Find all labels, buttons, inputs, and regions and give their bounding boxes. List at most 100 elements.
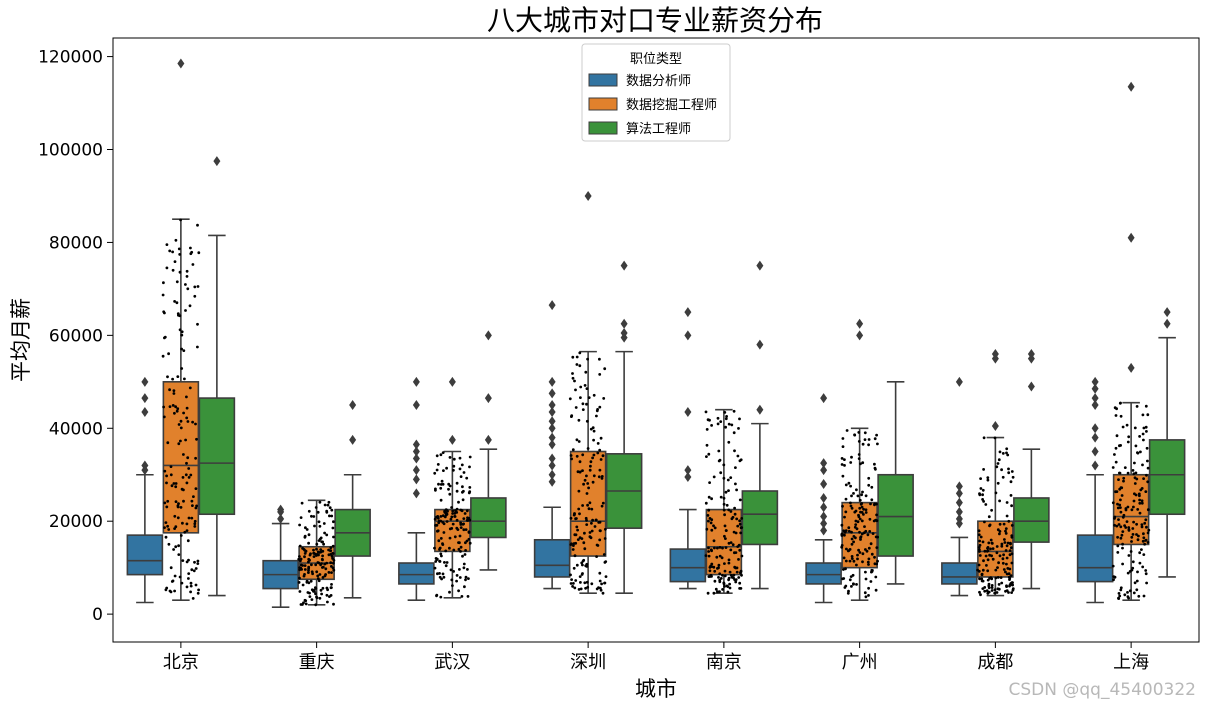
- strip-point: [847, 526, 851, 530]
- strip-point: [571, 585, 574, 588]
- strip-point: [588, 531, 592, 534]
- strip-point: [303, 535, 307, 539]
- strip-point: [868, 530, 872, 533]
- strip-point: [319, 536, 323, 540]
- strip-point: [734, 482, 737, 486]
- strip-point: [873, 462, 876, 466]
- strip-point: [719, 577, 723, 580]
- strip-point: [587, 507, 591, 511]
- strip-point: [461, 498, 465, 502]
- strip-point: [332, 568, 336, 572]
- flier-point: [177, 58, 185, 69]
- strip-point: [570, 578, 573, 581]
- strip-point: [863, 531, 866, 535]
- strip-point: [982, 500, 985, 503]
- strip-point: [179, 426, 183, 430]
- strip-point: [325, 533, 329, 537]
- strip-point: [844, 559, 848, 563]
- flier-point: [820, 518, 828, 529]
- strip-point: [190, 516, 194, 520]
- legend-label: 数据分析师: [626, 74, 691, 89]
- strip-point: [1135, 588, 1139, 592]
- x-tick-label: 深圳: [570, 652, 606, 673]
- strip-point: [324, 573, 327, 576]
- strip-point: [985, 564, 988, 567]
- strip-point: [173, 300, 177, 303]
- strip-point: [438, 559, 441, 563]
- flier-point: [620, 260, 628, 271]
- flier-point: [1027, 348, 1035, 359]
- strip-point: [167, 528, 171, 531]
- strip-point: [978, 493, 982, 497]
- strip-point: [589, 464, 592, 468]
- strip-point: [993, 436, 997, 440]
- strip-point: [716, 422, 720, 426]
- strip-point: [308, 595, 312, 598]
- strip-point: [1134, 444, 1138, 448]
- strip-point: [180, 330, 184, 334]
- strip-point: [317, 520, 321, 524]
- strip-point: [460, 509, 464, 513]
- box-0-1: [262, 504, 299, 608]
- strip-point: [161, 293, 165, 297]
- strip-point: [733, 449, 736, 453]
- strip-point: [707, 550, 710, 553]
- strip-point: [185, 275, 189, 278]
- strip-point: [466, 516, 469, 520]
- strip-point: [468, 486, 472, 489]
- strip-point: [441, 572, 445, 576]
- strip-point: [464, 528, 468, 531]
- strip-point: [843, 464, 846, 467]
- strip-point: [574, 517, 577, 521]
- strip-point: [736, 524, 740, 528]
- strip-point: [1007, 519, 1011, 523]
- strip-point: [329, 586, 333, 590]
- strip-point: [585, 492, 589, 495]
- strip-point: [708, 481, 711, 484]
- strip-point: [599, 588, 603, 592]
- flier-point: [349, 434, 357, 445]
- strip-point: [1010, 524, 1014, 527]
- strip-point: [841, 437, 845, 440]
- strip-point: [715, 555, 719, 559]
- strip-point: [437, 539, 441, 543]
- strip-point: [455, 489, 459, 493]
- strip-point: [189, 252, 193, 256]
- strip-point: [577, 440, 581, 443]
- box-0-5: [805, 393, 842, 604]
- strip-point: [861, 552, 865, 556]
- strip-point: [857, 440, 861, 443]
- strip-point: [191, 420, 195, 424]
- strip-point: [312, 515, 316, 518]
- strip-point: [863, 431, 867, 435]
- strip-point: [721, 573, 724, 577]
- strip-point: [864, 511, 868, 514]
- strip-point: [195, 504, 199, 508]
- strip-point: [331, 544, 335, 548]
- strip-point: [586, 357, 589, 361]
- strip-point: [604, 527, 607, 531]
- strip-point: [1118, 503, 1122, 507]
- strip-point: [1124, 508, 1128, 512]
- flier-point: [1091, 393, 1099, 404]
- strip-point: [569, 573, 572, 577]
- flier-point: [1027, 381, 1035, 392]
- strip-point: [712, 565, 716, 569]
- strip-point: [590, 529, 594, 533]
- strip-point: [998, 522, 1002, 526]
- strip-point: [1009, 494, 1013, 497]
- strip-point: [332, 520, 335, 524]
- strip-point: [571, 372, 574, 375]
- strip-point: [459, 550, 462, 553]
- strip-point: [713, 579, 717, 583]
- strip-point: [740, 517, 744, 520]
- strip-point: [452, 457, 456, 461]
- strip-point: [190, 499, 194, 503]
- strip-point: [581, 563, 584, 567]
- strip-point: [189, 473, 193, 477]
- strip-point: [986, 569, 990, 573]
- strip-point: [1000, 544, 1004, 548]
- strip-point: [1140, 523, 1144, 526]
- strip-point: [570, 457, 573, 461]
- strip-point: [1005, 514, 1009, 518]
